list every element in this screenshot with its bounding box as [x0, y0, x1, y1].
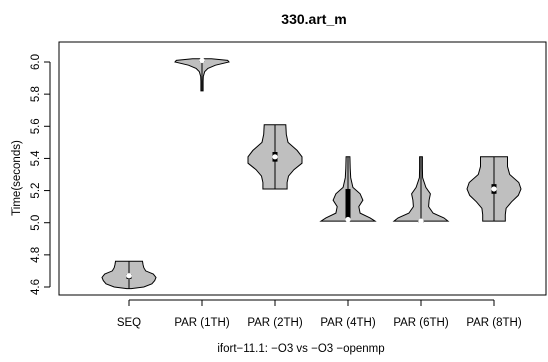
x-tick-label: PAR (2TH): [247, 317, 303, 329]
violin-median-point: [345, 216, 351, 223]
plot-frame: [58, 41, 547, 296]
y-tick-label: 5.6: [30, 118, 42, 134]
y-tick-label: 4.6: [30, 279, 42, 295]
violins: [101, 57, 522, 290]
y-axis-ticks: 4.6 4.8 5.0 5.2 5.4 5.6 5.8 6.0: [30, 54, 50, 295]
violin-par-6th: [392, 156, 450, 224]
violin-median-point: [272, 154, 278, 160]
violin-median-point: [126, 273, 132, 279]
y-tick-label: 5.4: [30, 150, 42, 167]
x-tick-label: PAR (8TH): [466, 317, 522, 329]
violin-iqr-box: [345, 188, 351, 220]
y-tick-label: 6.0: [30, 54, 42, 70]
violin-median-point: [199, 57, 205, 63]
x-tick-label: PAR (1TH): [174, 317, 230, 329]
violin-seq: [101, 260, 157, 290]
violin-median-point: [491, 186, 497, 192]
violin-par-4th: [319, 156, 377, 223]
violin-par-2th: [247, 124, 303, 190]
violin-par-8th: [466, 156, 522, 222]
x-axis-label: ifort−11.1: −O3 vs −O3 −openmp: [217, 343, 384, 355]
chart-title: 330.art_m: [281, 11, 346, 27]
violin-par-1th: [174, 57, 230, 92]
y-tick-label: 4.8: [30, 247, 42, 263]
x-tick-label: PAR (6TH): [393, 317, 449, 329]
x-tick-label: SEQ: [117, 317, 141, 329]
y-tick-label: 5.8: [30, 86, 42, 102]
x-axis-ticks: SEQ PAR (1TH) PAR (2TH) PAR (4TH) PAR (6TH) P…: [117, 300, 522, 329]
violin-median-point: [418, 218, 424, 224]
y-tick-label: 5.2: [30, 183, 42, 199]
y-axis-label: Time(seconds): [11, 140, 23, 216]
x-tick-label: PAR (4TH): [320, 317, 376, 329]
y-tick-label: 5.0: [30, 215, 42, 231]
